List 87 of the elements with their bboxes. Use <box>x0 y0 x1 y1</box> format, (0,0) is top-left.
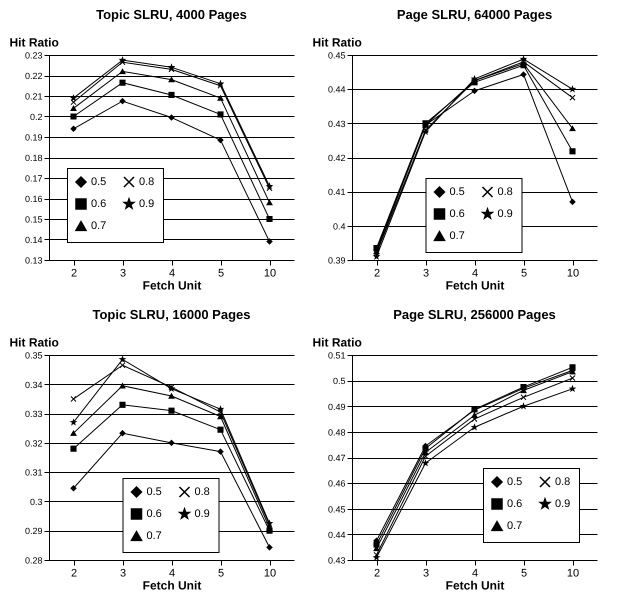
y-tick-label: 0.18 <box>24 153 42 163</box>
x-tick-label: 3 <box>120 268 126 280</box>
chart-title: Topic SLRU, 4000 Pages <box>96 7 247 22</box>
x-axis-title: Fetch Unit <box>142 578 202 592</box>
y-tick-label: 0.33 <box>24 409 42 420</box>
legend-label: 0.9 <box>194 508 210 520</box>
legend-label: 0.7 <box>146 530 162 542</box>
x-tick-label: 3 <box>422 268 430 280</box>
x-tick-label: 4 <box>168 268 176 280</box>
y-tick-label: 0.44 <box>328 84 346 95</box>
y-tick-label: 0.41 <box>328 187 346 198</box>
y-tick-label: 0.34 <box>24 380 42 390</box>
y-tick-label: 0.48 <box>328 427 346 438</box>
y-tick-label: 0.5 <box>332 376 346 386</box>
y-tick-label: 0.15 <box>24 214 42 224</box>
x-tick-label: 10 <box>264 568 276 580</box>
y-tick-label: 0.42 <box>328 153 346 163</box>
x-tick-label: 2 <box>70 268 78 280</box>
y-tick-label: 0.22 <box>24 71 42 81</box>
legend-label: 0.9 <box>139 198 154 210</box>
y-tick-label: 0.13 <box>24 256 42 266</box>
y-tick-label: 0.3 <box>30 496 42 507</box>
y-tick-label: 0.14 <box>24 235 42 245</box>
x-tick-label: 3 <box>120 568 126 580</box>
legend-label: 0.8 <box>194 486 210 498</box>
y-tick-label: 0.47 <box>328 453 346 463</box>
y-axis-title: Hit Ratio <box>312 336 362 350</box>
chart-title: Page SLRU, 256000 Pages <box>393 307 556 322</box>
y-tick-label: 0.35 <box>24 350 42 360</box>
y-tick-label: 0.29 <box>24 526 42 536</box>
chart-title: Page SLRU, 64000 Pages <box>396 7 552 22</box>
x-axis-title: Fetch Unit <box>446 578 504 592</box>
legend-label: 0.9 <box>555 498 570 510</box>
y-tick-label: 0.51 <box>328 350 346 360</box>
y-tick-label: 0.45 <box>328 504 346 514</box>
legend-label: 0.6 <box>450 208 465 220</box>
legend-label: 0.7 <box>450 230 465 242</box>
x-axis-title: Fetch Unit <box>142 278 202 292</box>
x-tick-label: 2 <box>70 568 78 580</box>
x-tick-label: 4 <box>472 268 478 280</box>
y-tick-label: 0.19 <box>24 132 42 142</box>
x-tick-label: 4 <box>168 568 176 580</box>
x-tick-label: 10 <box>566 568 580 580</box>
x-tick-label: 3 <box>422 568 430 580</box>
legend-label: 0.5 <box>507 476 522 488</box>
y-tick-label: 0.28 <box>24 556 42 566</box>
y-tick-label: 0.31 <box>24 468 42 478</box>
y-tick-label: 0.45 <box>328 50 346 60</box>
chart-title: Topic SLRU, 16000 Pages <box>92 307 250 322</box>
x-tick-label: 5 <box>520 268 528 280</box>
legend-label: 0.7 <box>507 520 522 532</box>
y-tick-label: 0.2 <box>30 112 42 122</box>
x-tick-label: 2 <box>374 268 380 280</box>
legend-label: 0.8 <box>498 186 513 198</box>
x-tick-label: 5 <box>218 268 224 280</box>
legend-label: 0.5 <box>450 186 465 198</box>
legend-label: 0.6 <box>146 508 162 520</box>
legend-label: 0.7 <box>91 220 106 232</box>
x-axis-title: Fetch Unit <box>446 278 504 292</box>
y-tick-label: 0.16 <box>24 194 42 204</box>
legend-label: 0.8 <box>555 476 570 488</box>
y-tick-label: 0.23 <box>24 50 42 60</box>
legend-label: 0.9 <box>498 208 513 220</box>
x-tick-label: 10 <box>566 268 580 280</box>
y-tick-label: 0.39 <box>328 256 346 266</box>
y-tick-label: 0.46 <box>328 478 346 489</box>
legend-label: 0.6 <box>507 498 522 510</box>
y-tick-label: 0.17 <box>24 174 42 184</box>
x-tick-label: 4 <box>472 568 478 580</box>
x-tick-label: 10 <box>264 268 276 280</box>
y-tick-label: 0.21 <box>24 92 42 102</box>
y-tick-label: 0.43 <box>328 556 346 566</box>
y-axis-title: Hit Ratio <box>10 36 59 50</box>
y-axis-title: Hit Ratio <box>10 336 59 350</box>
x-tick-label: 5 <box>520 568 528 580</box>
y-tick-label: 0.43 <box>328 118 346 129</box>
y-tick-label: 0.32 <box>24 438 42 448</box>
x-tick-label: 5 <box>218 568 224 580</box>
legend-label: 0.6 <box>91 198 106 210</box>
x-tick-label: 2 <box>374 568 380 580</box>
legend-label: 0.5 <box>91 176 106 188</box>
y-tick-label: 0.44 <box>328 530 346 540</box>
legend-label: 0.5 <box>146 486 162 498</box>
y-tick-label: 0.49 <box>328 402 346 412</box>
legend-label: 0.8 <box>139 176 154 188</box>
y-tick-label: 0.4 <box>332 221 346 232</box>
y-axis-title: Hit Ratio <box>312 36 362 50</box>
